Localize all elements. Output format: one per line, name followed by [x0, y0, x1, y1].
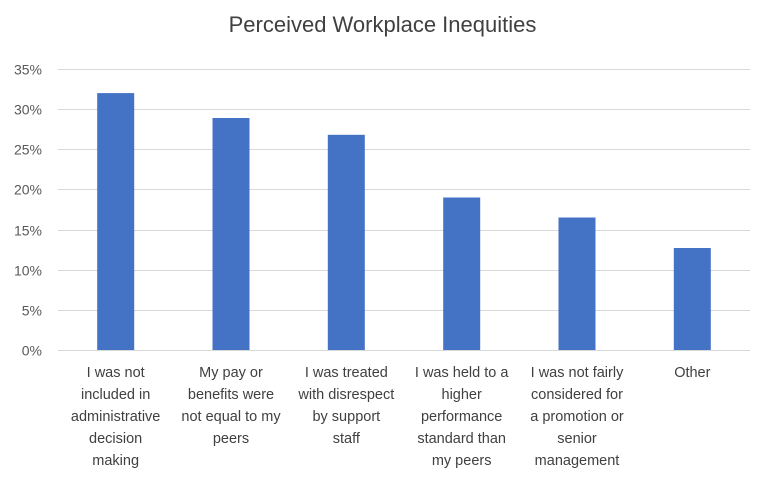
category-label-line: a promotion or	[530, 409, 624, 425]
category-label-line: administrative	[70, 409, 161, 425]
bar	[327, 134, 365, 350]
category-label-line: senior	[557, 431, 597, 447]
category-label-line: I was treated	[304, 365, 388, 381]
category-label-line: My pay or	[199, 365, 263, 381]
category-label-line: staff	[332, 431, 360, 447]
bars	[97, 93, 711, 350]
bar	[443, 197, 481, 350]
category-label-line: with disrespect	[298, 387, 395, 403]
category-label-line: I was not fairly	[530, 365, 624, 381]
y-tick-label: 0%	[22, 343, 42, 359]
y-tick-label: 25%	[14, 142, 42, 158]
y-tick-label: 35%	[14, 62, 42, 78]
bar	[212, 118, 250, 350]
category-label-line: making	[92, 453, 140, 469]
y-tick-label: 30%	[14, 102, 42, 118]
category-label-line: higher	[441, 387, 482, 403]
category-label-line: considered for	[531, 387, 623, 403]
category-label: My pay or benefits were not equal to my pee…	[172, 362, 290, 450]
category-label: Other	[633, 362, 751, 384]
y-tick-label: 5%	[22, 303, 42, 319]
y-tick-label: 10%	[14, 263, 42, 279]
category-label-line: included in	[80, 387, 151, 403]
category-label-line: not equal to my	[181, 409, 281, 425]
category-label-line: my peers	[431, 453, 492, 469]
category-label: I was treated with disrespect by support st…	[287, 362, 405, 450]
category-label-line: Other	[674, 365, 711, 381]
bar	[97, 93, 135, 350]
category-label-line: by support	[312, 409, 381, 425]
y-tick-label: 15%	[14, 223, 42, 239]
bar	[558, 217, 596, 350]
category-label-line: decision	[89, 431, 143, 447]
bar	[673, 248, 711, 350]
category-label-line: peers	[212, 431, 250, 447]
category-label-line: I was held to a	[414, 365, 509, 381]
category-label: I was held to a higher performance standard…	[403, 362, 521, 472]
category-label-line: benefits were	[187, 387, 275, 403]
category-label-line: I was not	[86, 365, 145, 381]
category-label-line: performance	[420, 409, 503, 425]
category-label: I was not fairly considered for a promotio…	[518, 362, 636, 472]
y-tick-label: 20%	[14, 182, 42, 198]
category-label-line: standard than	[417, 431, 506, 447]
category-label: I was not included in administrative decisi…	[57, 362, 175, 472]
y-axis-ticks: 0% 5% 10% 15% 20% 25% 30% 35%	[14, 62, 42, 359]
category-label-line: management	[534, 453, 620, 469]
chart-title: Perceived Workplace Inequities	[228, 12, 537, 37]
gridlines	[58, 69, 750, 351]
